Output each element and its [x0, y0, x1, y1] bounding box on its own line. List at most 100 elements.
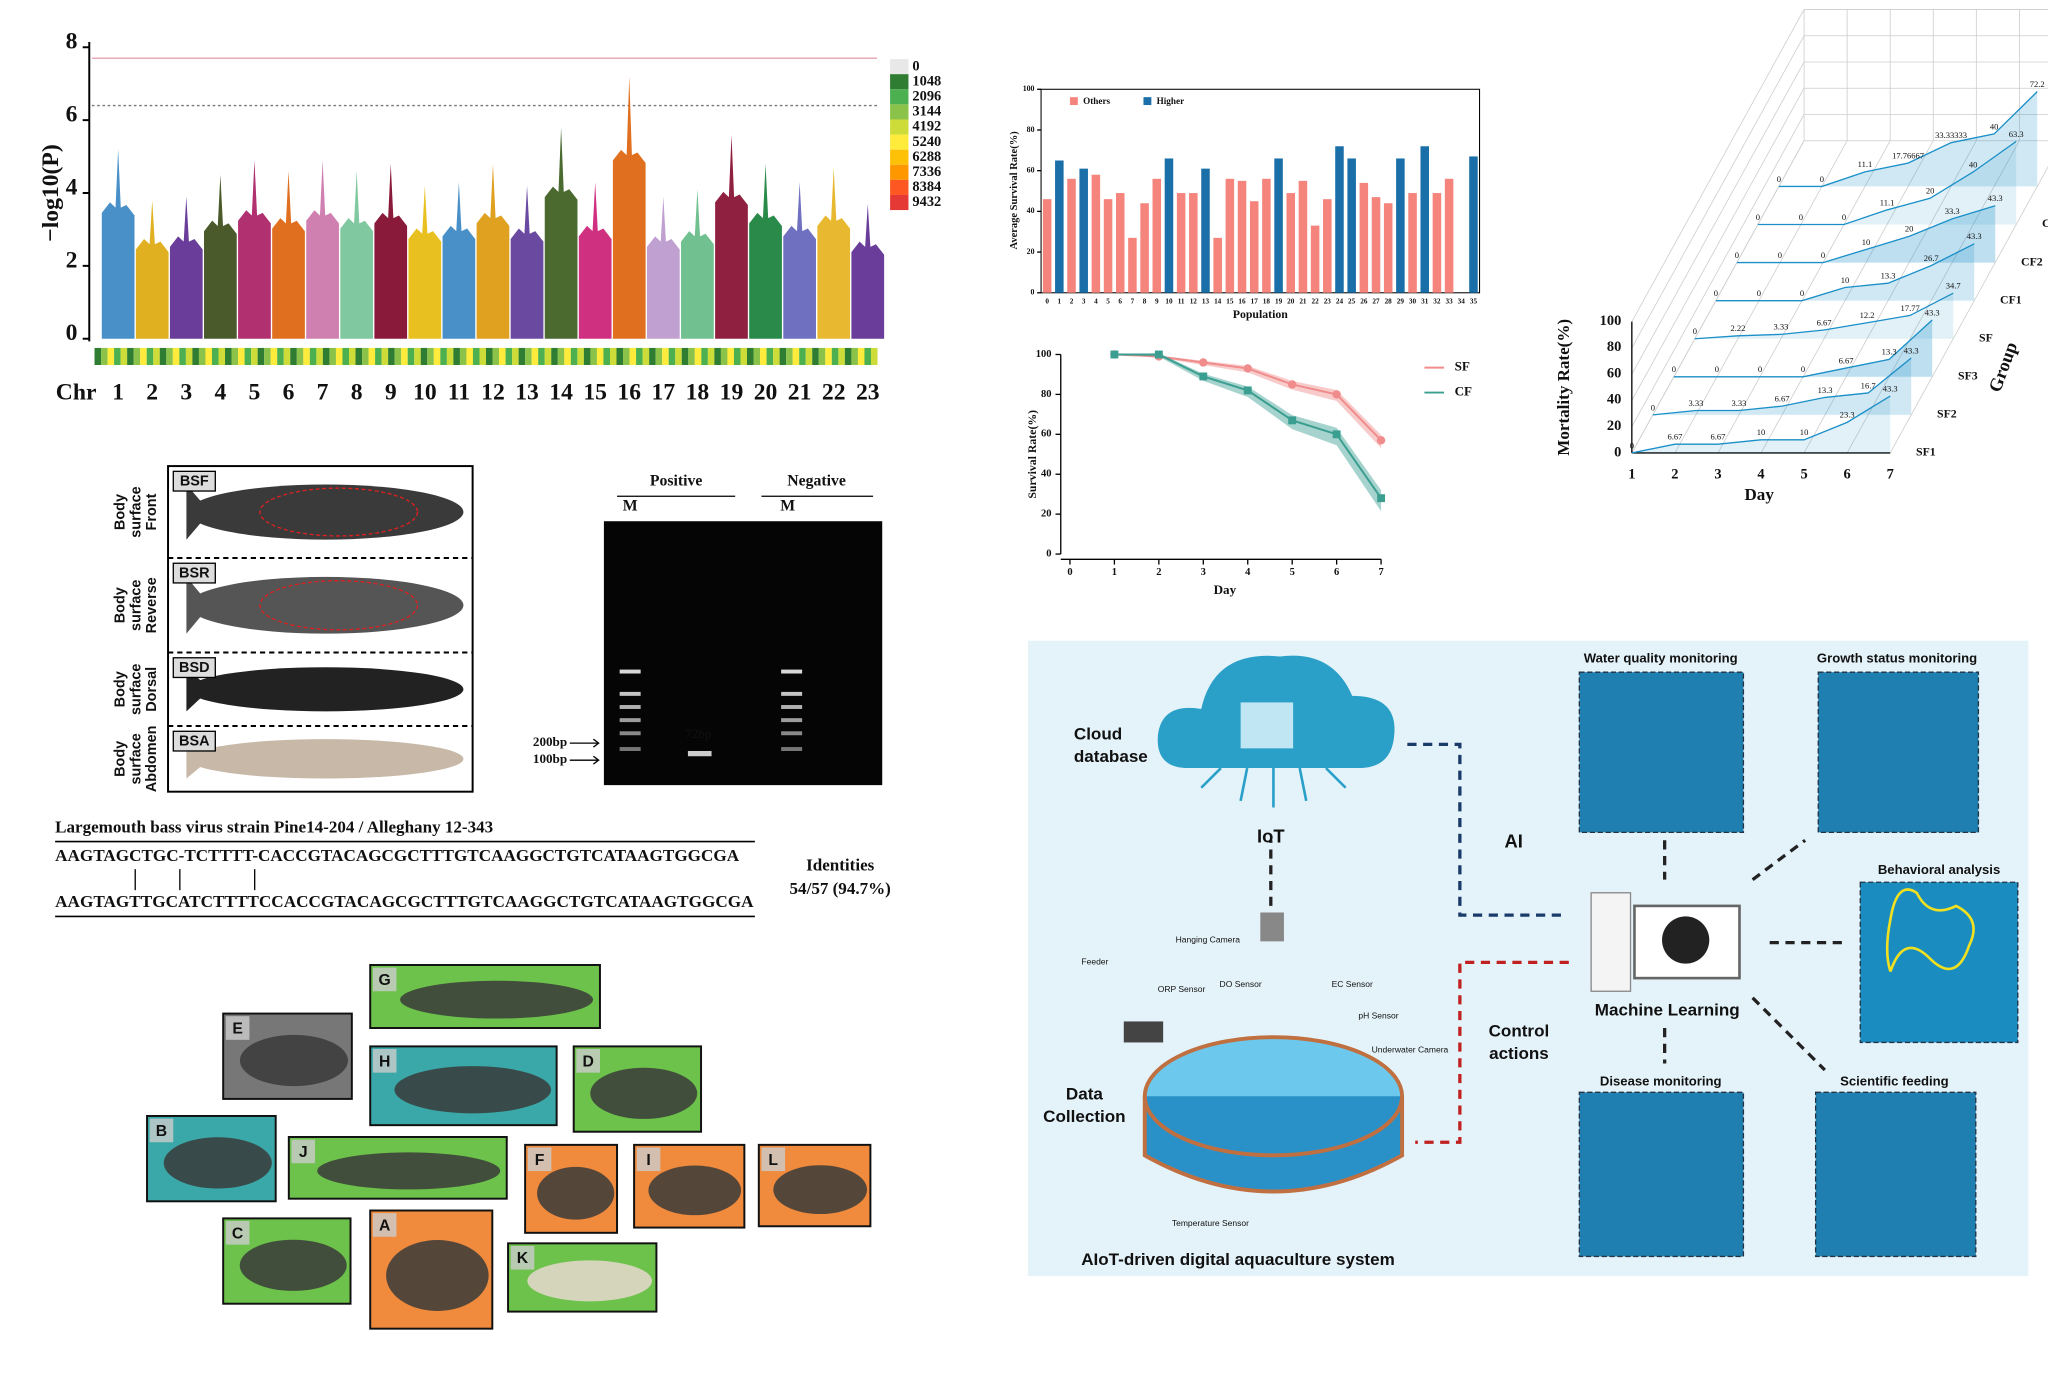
colorbar-label: 4192 [912, 119, 941, 135]
grid-line [1889, 166, 2048, 454]
value-label: 43.3 [1967, 231, 1982, 241]
value-label: 0 [1778, 250, 1782, 260]
size-label: 200bp [533, 734, 567, 749]
point [1199, 372, 1208, 381]
identities-value: 54/57 (94.7%) [790, 879, 891, 898]
series-line [1778, 91, 2038, 188]
series-line [1114, 353, 1382, 499]
density-cell [870, 347, 878, 365]
density-cell [596, 347, 604, 365]
value-label: 0 [1777, 174, 1781, 184]
view-label: BSA [179, 734, 210, 750]
value-label: 0 [1756, 212, 1760, 222]
cloud-label: database [1074, 747, 1148, 766]
value-label: 0 [1714, 288, 1718, 298]
density-cell [720, 347, 728, 365]
x-tick-label: 26 [1360, 298, 1368, 306]
x-tick-label: 6 [1118, 298, 1122, 306]
iot-label: IoT [1257, 825, 1285, 846]
value-label: 10 [1862, 237, 1871, 247]
fish-part [590, 1067, 698, 1119]
point [1199, 358, 1208, 367]
density-cell [844, 347, 852, 365]
bar [1140, 203, 1149, 293]
ai-label: AI [1504, 831, 1522, 852]
snp-column [374, 163, 408, 339]
value-label: 13.3 [1882, 347, 1897, 357]
value-label: 0 [1672, 364, 1676, 374]
density-cell [531, 347, 539, 365]
value-label: 10 [1757, 427, 1766, 437]
density-cell [368, 347, 376, 365]
density-cell [812, 347, 819, 365]
sensor-label: Temperature Sensor [1172, 1218, 1249, 1228]
y-tick-label: 20 [1027, 247, 1035, 256]
density-cell [701, 347, 708, 365]
density-cell [623, 347, 630, 365]
x-tick-label: 3 [180, 379, 192, 405]
density-cell [603, 347, 611, 365]
bar [1042, 199, 1052, 293]
panel-letter: K [517, 1250, 529, 1267]
density-cell [290, 347, 297, 365]
group-label: Positive [650, 472, 702, 489]
bar [1420, 146, 1430, 293]
density-cell [636, 347, 643, 365]
x-tick-label: 24 [1336, 298, 1344, 306]
x-tick-label: 13 [515, 379, 539, 405]
letter-box [372, 967, 397, 992]
y-tick-label: 4 [66, 174, 78, 200]
bar [1335, 146, 1344, 293]
density-cell [407, 347, 415, 365]
letter-box [291, 1139, 316, 1164]
value-label: 0 [1758, 364, 1762, 374]
value-label: 0 [1651, 402, 1655, 412]
density-cell [153, 347, 160, 365]
bar [1359, 182, 1369, 293]
diagram-title: AIoT-driven digital aquaculture system [1081, 1250, 1395, 1269]
density-cell [414, 347, 421, 365]
series-line [1673, 319, 1933, 378]
x-tick-label: 15 [1226, 298, 1234, 306]
x-tick-label: 15 [583, 379, 607, 405]
server [1240, 702, 1294, 749]
x-tick-label: 19 [720, 379, 744, 405]
view-label: BSD [179, 660, 209, 676]
x-tick-label: 29 [1397, 298, 1405, 306]
density-cell [225, 347, 232, 365]
group-label: SF3 [1958, 369, 1978, 383]
x-tick-label: 18 [686, 379, 710, 405]
density-cell [270, 347, 278, 365]
point [1243, 386, 1252, 395]
density-cell [296, 347, 304, 365]
point [1376, 436, 1386, 445]
side-label: Body [113, 494, 129, 530]
group-label: SF2 [1937, 407, 1957, 421]
density-cell [779, 347, 787, 365]
snp-column [783, 182, 816, 339]
identities-label: Identities [806, 855, 875, 874]
density-cell [394, 347, 402, 365]
density-cell [740, 347, 748, 365]
bar [1323, 199, 1332, 293]
bar [1286, 193, 1296, 293]
colorbar-cell [890, 119, 909, 135]
density-cell [420, 347, 428, 365]
ladder-band [781, 705, 803, 709]
label-box [172, 730, 216, 752]
value-label: 0 [1735, 250, 1739, 260]
point [1377, 494, 1386, 503]
collection-label: Data [1066, 1084, 1103, 1103]
panel-letter: F [535, 1152, 545, 1169]
letter-box [225, 1016, 250, 1040]
fish-part [400, 980, 594, 1019]
density-cell [512, 347, 519, 365]
value-label: 0 [1842, 212, 1846, 222]
density-cell [94, 347, 102, 365]
x-tick-label: 31 [1421, 298, 1429, 306]
marker-label: M [780, 497, 795, 514]
panel-letter: C [232, 1225, 243, 1242]
x-axis-label: Day [1745, 485, 1775, 504]
sensor-label: DO Sensor [1220, 979, 1262, 989]
density-cell [440, 347, 447, 365]
